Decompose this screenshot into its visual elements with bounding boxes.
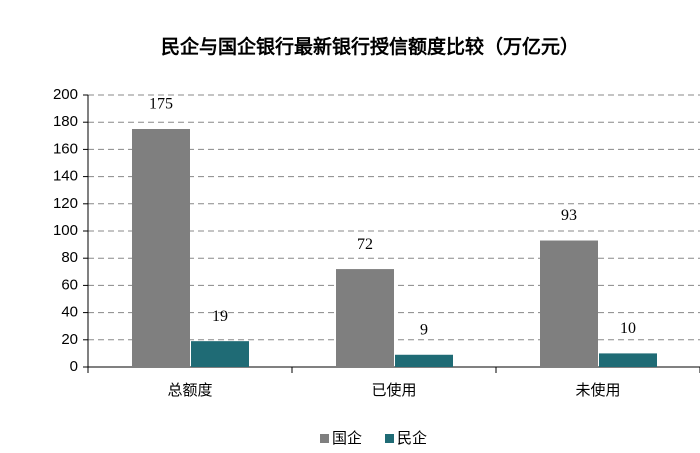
value-label: 72 — [357, 236, 373, 253]
y-tick-label: 0 — [70, 358, 78, 375]
value-label: 19 — [212, 308, 228, 325]
bar — [599, 353, 657, 367]
bar — [540, 240, 598, 367]
legend-swatch — [320, 434, 329, 443]
value-label: 175 — [149, 96, 173, 113]
bar — [132, 129, 190, 367]
bar — [191, 341, 249, 367]
x-tick-label: 已使用 — [371, 382, 416, 399]
value-label: 93 — [561, 207, 577, 224]
y-tick-label: 200 — [53, 86, 78, 103]
chart-title: 民企与国企银行最新银行授信额度比较（万亿元） — [161, 35, 579, 58]
y-tick-label: 40 — [61, 304, 78, 321]
legend-swatch — [385, 434, 394, 443]
y-tick-label: 80 — [61, 249, 78, 266]
y-tick-label: 60 — [61, 276, 78, 293]
y-tick-label: 160 — [53, 140, 78, 157]
x-tick-label: 总额度 — [167, 382, 212, 399]
bar — [395, 354, 453, 367]
y-tick-label: 180 — [53, 113, 78, 130]
legend-label: 民企 — [397, 429, 427, 447]
legend-label: 国企 — [332, 429, 362, 447]
y-tick-label: 20 — [61, 331, 78, 348]
value-label: 9 — [420, 321, 428, 338]
y-tick-label: 100 — [53, 222, 78, 239]
y-tick-label: 140 — [53, 168, 78, 185]
y-tick-label: 120 — [53, 195, 78, 212]
bar — [336, 269, 394, 367]
value-label: 10 — [620, 320, 636, 337]
x-tick-label: 未使用 — [575, 382, 620, 399]
